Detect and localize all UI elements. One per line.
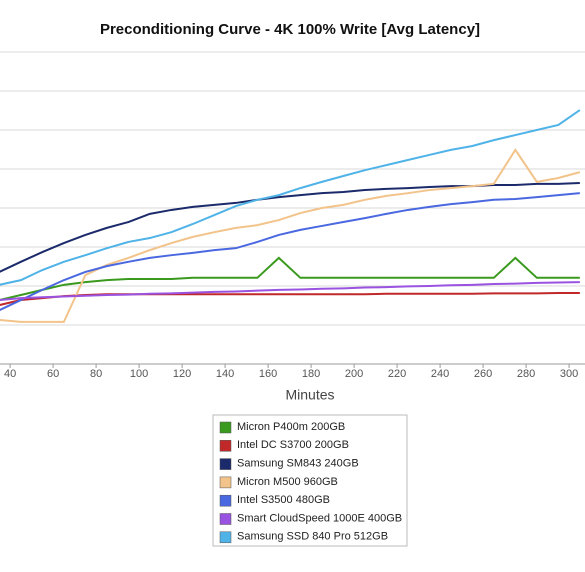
legend-swatch bbox=[219, 421, 232, 434]
legend-label: Intel DC S3700 200GB bbox=[237, 439, 349, 451]
legend-label: Samsung SSD 840 Pro 512GB bbox=[237, 531, 388, 543]
legend-label: Samsung SM843 240GB bbox=[237, 458, 359, 470]
x-tick-label: 300 bbox=[560, 368, 578, 380]
legend-swatch bbox=[219, 440, 232, 452]
series-line bbox=[0, 281, 580, 301]
legend-label: Micron M500 960GB bbox=[237, 476, 338, 488]
x-tick-label: 140 bbox=[216, 368, 234, 380]
legend-swatch bbox=[219, 494, 232, 507]
series-line bbox=[0, 256, 580, 301]
x-tick-label: 60 bbox=[47, 368, 59, 380]
x-tick-label: 280 bbox=[517, 368, 535, 380]
legend-label: Intel S3500 480GB bbox=[237, 494, 330, 506]
x-axis-label: Minutes bbox=[285, 387, 334, 403]
x-tick-label: 40 bbox=[4, 368, 16, 380]
legend-swatch bbox=[219, 476, 232, 489]
legend-label: Micron P400m 200GB bbox=[237, 421, 345, 433]
series-line bbox=[0, 192, 580, 311]
x-tick-label: 100 bbox=[130, 368, 148, 380]
x-tick-label: 160 bbox=[259, 368, 277, 380]
x-tick-label: 120 bbox=[173, 368, 191, 380]
legend-swatch bbox=[219, 531, 232, 544]
chart-title: Preconditioning Curve - 4K 100% Write [A… bbox=[100, 21, 480, 38]
legend-box bbox=[212, 414, 408, 547]
x-tick-label: 260 bbox=[474, 368, 492, 380]
x-tick-label: 80 bbox=[90, 368, 102, 380]
x-tick-label: 240 bbox=[431, 368, 449, 380]
x-tick-label: 220 bbox=[388, 368, 406, 380]
series-line bbox=[0, 109, 581, 286]
x-tick-label: 200 bbox=[345, 368, 363, 380]
legend-label: Smart CloudSpeed 1000E 400GB bbox=[237, 512, 402, 524]
legend-swatch bbox=[219, 513, 232, 525]
series-line bbox=[0, 182, 580, 273]
legend-swatch bbox=[219, 458, 232, 470]
x-tick-label: 180 bbox=[302, 368, 320, 380]
